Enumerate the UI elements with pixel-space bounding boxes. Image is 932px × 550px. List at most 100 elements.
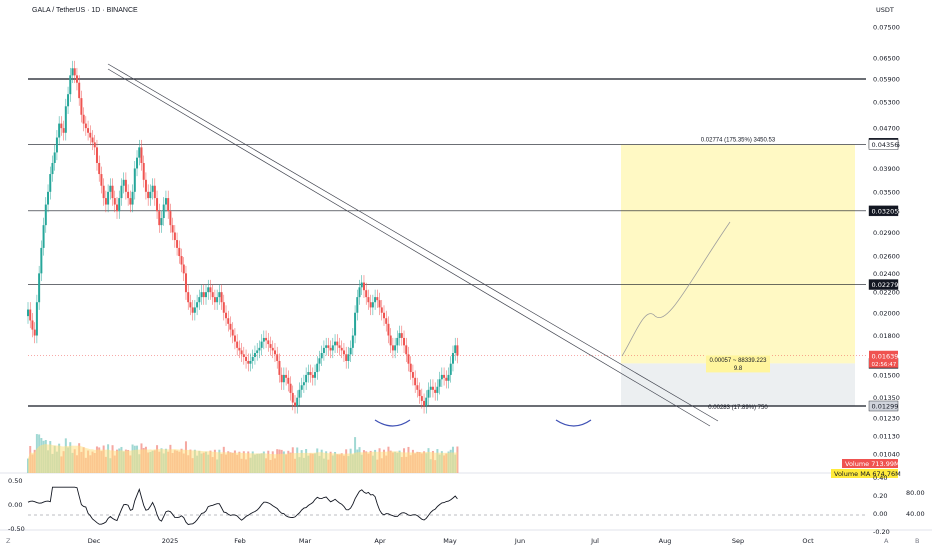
candle xyxy=(136,150,139,177)
candle xyxy=(38,265,41,310)
candle xyxy=(418,382,421,404)
price-tick: 0.03900 xyxy=(873,165,900,173)
price-tick: 0.01230 xyxy=(873,414,900,422)
candle xyxy=(55,130,58,161)
candle xyxy=(127,184,130,206)
price-tick: 0.02000 xyxy=(873,309,900,317)
time-label: Jun xyxy=(514,537,525,545)
osc-right-tick: 0.00 xyxy=(873,510,887,518)
candle xyxy=(171,217,174,241)
candle xyxy=(138,139,141,166)
candle xyxy=(356,289,359,321)
candle xyxy=(227,310,230,332)
candle xyxy=(129,190,132,213)
candle xyxy=(102,178,105,206)
price-axis[interactable]: 0.07500 0.06500 0.05900 0.05300 0.04700 0.043… xyxy=(831,24,901,482)
time-label: Sep xyxy=(732,537,744,545)
candle xyxy=(247,353,250,372)
candle xyxy=(327,337,330,356)
candle xyxy=(311,367,314,386)
candle xyxy=(122,172,125,194)
candle xyxy=(342,342,345,363)
candle xyxy=(156,190,159,219)
price-badge-text: 0.04356 xyxy=(872,141,899,149)
time-label: Feb xyxy=(234,537,246,545)
candle xyxy=(153,178,156,206)
trendline-upper[interactable] xyxy=(107,63,719,422)
candle xyxy=(276,346,279,369)
candle xyxy=(371,294,374,316)
candle xyxy=(407,346,410,372)
candle xyxy=(104,190,107,213)
price-tick: 0.03500 xyxy=(873,188,900,196)
candle xyxy=(225,305,228,326)
candle xyxy=(35,294,38,344)
candle xyxy=(73,60,76,84)
time-label: Oct xyxy=(802,537,814,545)
time-axis[interactable]: Dec 2025 Feb Mar Apr May Jun Jul Aug Sep Oct Z A B xyxy=(6,537,919,545)
candle xyxy=(416,377,419,398)
trendline-lower[interactable] xyxy=(107,68,711,427)
candle xyxy=(380,299,383,321)
candle xyxy=(351,328,354,356)
candle xyxy=(340,340,343,359)
candle xyxy=(113,190,116,213)
candle xyxy=(262,330,265,350)
volume-ma-area xyxy=(28,444,458,473)
auto-scale-icon[interactable]: A xyxy=(884,537,889,545)
candle xyxy=(307,364,310,383)
candle xyxy=(345,346,348,369)
candle xyxy=(423,393,426,414)
candle xyxy=(189,294,192,316)
candle xyxy=(405,337,408,363)
candle xyxy=(116,197,118,219)
candle xyxy=(242,346,245,365)
candle xyxy=(240,342,243,363)
candle xyxy=(369,294,372,316)
candle xyxy=(322,340,325,361)
candle xyxy=(420,388,423,409)
candle xyxy=(258,340,261,359)
candle xyxy=(169,203,172,233)
candle xyxy=(260,334,263,356)
projection-path xyxy=(374,221,731,427)
candle xyxy=(282,367,285,390)
candle xyxy=(100,166,103,194)
price-badge-text: 0.01299 xyxy=(872,403,899,411)
candle xyxy=(87,120,90,141)
candle xyxy=(231,322,234,344)
candle xyxy=(211,284,214,305)
candle xyxy=(403,330,406,354)
candle xyxy=(229,316,232,338)
candle xyxy=(443,367,446,386)
candle xyxy=(202,284,205,305)
candle xyxy=(53,145,56,171)
candle xyxy=(124,172,127,200)
candle xyxy=(245,349,248,369)
candle xyxy=(449,356,452,383)
price-tick: 0.01130 xyxy=(873,433,900,441)
bottom-arc-2[interactable] xyxy=(555,419,592,427)
projection-curve[interactable] xyxy=(621,221,731,357)
candle xyxy=(60,116,63,136)
candle xyxy=(414,370,417,393)
candle xyxy=(58,116,61,146)
target-label: 0.02774 (175.35%) 3450.53 xyxy=(701,138,776,144)
candle xyxy=(140,139,143,171)
candle xyxy=(176,232,179,256)
zoom-icon[interactable]: Z xyxy=(6,537,11,545)
candle xyxy=(84,116,87,136)
volume-badge xyxy=(842,459,898,468)
candle xyxy=(69,67,72,102)
scale-mode-icon[interactable]: B xyxy=(915,537,919,545)
bottom-arc-1[interactable] xyxy=(374,419,411,427)
candle xyxy=(180,248,183,273)
candle xyxy=(40,240,43,282)
candle xyxy=(109,178,112,200)
volume-bars xyxy=(27,434,459,473)
price-tick: 0.05300 xyxy=(873,99,900,107)
candle xyxy=(218,284,221,305)
candle xyxy=(131,184,134,213)
candle xyxy=(305,367,308,390)
